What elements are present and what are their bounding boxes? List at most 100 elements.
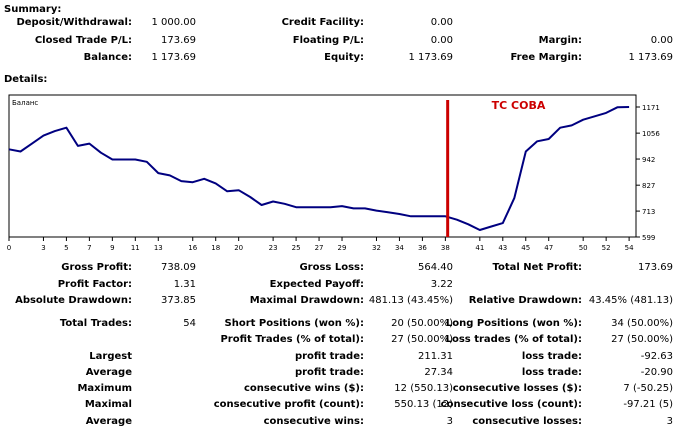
x-tick-label: 5: [64, 244, 68, 252]
stats.trades-label: Total Trades:: [59, 318, 132, 329]
stats.trades-value: 3: [446, 416, 453, 427]
stats.trades-label: Profit Trades (% of total):: [220, 334, 364, 345]
stats.trades-value: 550.13 (12): [394, 399, 453, 410]
stats.rows-label: Profit Factor:: [57, 279, 132, 290]
stats.trades-label: Largest: [89, 351, 132, 362]
x-tick-label: 52: [602, 244, 611, 252]
stats.rows-label: Gross Loss:: [299, 262, 364, 273]
x-tick-label: 25: [292, 244, 301, 252]
y-tick-label: 827: [642, 182, 655, 190]
summary.rows-label: Deposit/Withdrawal:: [16, 17, 132, 28]
x-tick-label: 3: [41, 244, 45, 252]
stats.trades-label: Loss trades (% of total):: [445, 334, 582, 345]
stats.rows-value: 1.31: [173, 279, 196, 290]
stats.trades-label: Short Positions (won %):: [224, 318, 364, 329]
stats.trades-label: consecutive wins ($):: [243, 383, 364, 394]
stats.trades-value: 211.31: [418, 351, 453, 362]
stats.trades-value: 27 (50.00%): [391, 334, 453, 345]
stats.trades-label: Average: [85, 367, 132, 378]
x-tick-label: 23: [269, 244, 278, 252]
summary-title: Summary:: [4, 4, 62, 15]
stats.rows-label: Total Net Profit:: [492, 262, 582, 273]
x-tick-label: 11: [131, 244, 140, 252]
summary.rows-label: Floating P/L:: [292, 35, 364, 46]
stats.trades-label: loss trade:: [521, 351, 582, 362]
stats.trades-label: Maximal: [84, 399, 132, 410]
summary.rows-value: 0.00: [430, 17, 453, 28]
stats.trades-label: consecutive profit (count):: [213, 399, 364, 410]
x-tick-label: 18: [211, 244, 220, 252]
stats.rows-label: Gross Profit:: [61, 262, 132, 273]
stats.trades-label: consecutive loss (count):: [440, 399, 582, 410]
y-tick-label: 713: [642, 208, 655, 216]
stats.rows-value: 373.85: [161, 295, 196, 306]
x-tick-label: 41: [475, 244, 484, 252]
x-tick-label: 38: [441, 244, 450, 252]
stats.trades-label: consecutive losses ($):: [452, 383, 582, 394]
summary.rows-label: Free Margin:: [510, 52, 582, 63]
summary.rows-value: 1 173.69: [628, 52, 673, 63]
y-tick-label: 1171: [642, 104, 660, 112]
x-tick-label: 27: [315, 244, 324, 252]
stats.trades-label: Long Positions (won %):: [445, 318, 582, 329]
stats.trades-value: 27.34: [424, 367, 453, 378]
x-tick-label: 43: [498, 244, 507, 252]
x-tick-label: 9: [110, 244, 114, 252]
stats.rows-value: 481.13 (43.45%): [368, 295, 453, 306]
balance-chart: Баланс 0 3 5 7 9 11 13 16 18 20 23 25 27 29 32 34 36 38 41 4…: [7, 94, 660, 252]
stats.trades-label: consecutive wins:: [263, 416, 364, 427]
x-tick-label: 50: [579, 244, 588, 252]
x-tick-label: 34: [395, 244, 404, 252]
stats.trades-value: 54: [183, 318, 196, 329]
y-tick-label: 942: [642, 156, 655, 164]
stats.rows-value: 173.69: [638, 262, 673, 273]
stats.rows-value: 738.09: [161, 262, 196, 273]
chart-label: Баланс: [12, 99, 38, 107]
summary.rows-value: 1 173.69: [151, 52, 196, 63]
x-tick-label: 32: [372, 244, 381, 252]
stats.trades-label: profit trade:: [294, 367, 364, 378]
x-tick-label: 47: [544, 244, 553, 252]
stats.rows-label: Relative Drawdown:: [468, 295, 582, 306]
stats.rows-label: Expected Payoff:: [269, 279, 364, 290]
stats.trades-value: -97.21 (5): [623, 399, 673, 410]
summary.rows-label: Margin:: [538, 35, 582, 46]
stats.rows-value: 43.45% (481.13): [588, 295, 673, 306]
x-tick-label: 45: [521, 244, 530, 252]
stats.rows-label: Absolute Drawdown:: [15, 295, 132, 306]
stats.trades-label: loss trade:: [521, 367, 582, 378]
stats.rows-value: 564.40: [418, 262, 453, 273]
summary.rows-label: Equity:: [324, 52, 364, 63]
stats.trades-label: profit trade:: [294, 351, 364, 362]
summary.rows-value: 0.00: [650, 35, 673, 46]
summary.rows-label: Credit Facility:: [281, 17, 364, 28]
summary.rows-label: Closed Trade P/L:: [34, 35, 132, 46]
stats.trades-value: 7 (-50.25): [623, 383, 673, 394]
balance-line: [8, 106, 630, 231]
x-tick-label: 13: [154, 244, 163, 252]
summary.rows-value: 1 000.00: [151, 17, 196, 28]
stats.trades-value: -20.90: [640, 367, 673, 378]
stats.trades-label: consecutive losses:: [472, 416, 582, 427]
y-tick-label: 1056: [642, 130, 660, 138]
stats.trades-label: Average: [85, 416, 132, 427]
stats.rows-value: 3.22: [430, 279, 453, 290]
x-tick-label: 0: [7, 244, 11, 252]
x-tick-label: 7: [87, 244, 91, 252]
stats.trades-value: 27 (50.00%): [611, 334, 673, 345]
y-tick-label: 599: [642, 234, 655, 242]
summary.rows-label: Balance:: [83, 52, 132, 63]
plot-frame: [8, 94, 637, 238]
summary.rows-value: 1 173.69: [408, 52, 453, 63]
x-tick-label: 29: [338, 244, 347, 252]
stats.rows-label: Maximal Drawdown:: [249, 295, 364, 306]
strategy-annotation: ТС СОВА: [492, 99, 546, 112]
summary.rows-value: 173.69: [161, 35, 196, 46]
stats.trades-label: Maximum: [77, 383, 132, 394]
x-tick-label: 16: [188, 244, 197, 252]
stats.trades-value: 3: [666, 416, 673, 427]
stats.trades-value: -92.63: [640, 351, 673, 362]
details-title: Details:: [4, 74, 48, 85]
x-tick-label: 54: [625, 244, 634, 252]
summary.rows-value: 0.00: [430, 35, 453, 46]
